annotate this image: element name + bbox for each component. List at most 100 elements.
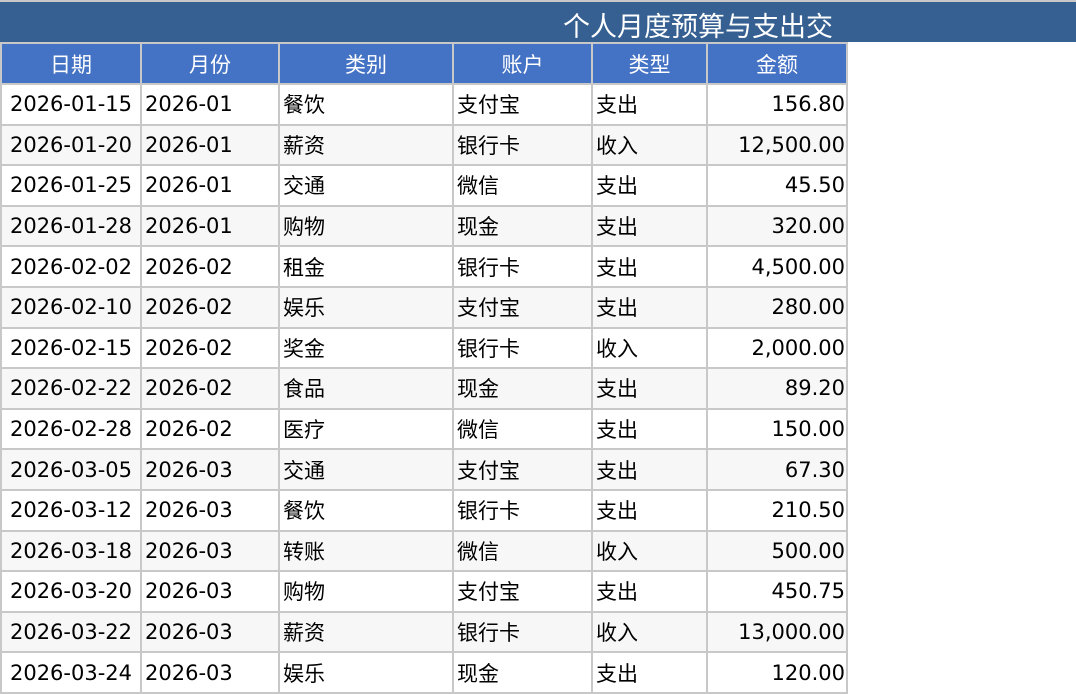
cell-category[interactable]: 薪资: [278, 610, 454, 654]
cell-amount[interactable]: 12,500.00: [706, 123, 848, 167]
cell-type[interactable]: 支出: [591, 407, 708, 451]
cell-month[interactable]: 2026-03: [140, 488, 280, 532]
cell-category[interactable]: 医疗: [278, 407, 454, 451]
cell-category[interactable]: 交通: [278, 448, 454, 491]
cell-account[interactable]: 微信: [452, 407, 593, 451]
cell-amount[interactable]: 67.30: [706, 448, 848, 491]
cell-type[interactable]: 收入: [591, 610, 708, 654]
cell-month[interactable]: 2026-01: [140, 83, 280, 126]
cell-category[interactable]: 娱乐: [278, 651, 454, 694]
cell-category[interactable]: 餐饮: [278, 83, 454, 126]
cell-amount[interactable]: 450.75: [706, 570, 848, 613]
cell-month[interactable]: 2026-02: [140, 245, 280, 288]
cell-category[interactable]: 薪资: [278, 123, 454, 167]
cell-amount[interactable]: 89.20: [706, 367, 848, 410]
cell-date[interactable]: 2026-03-22: [0, 610, 142, 654]
cell-type[interactable]: 支出: [591, 285, 708, 329]
cell-account[interactable]: 银行卡: [452, 610, 593, 654]
cell-amount[interactable]: 150.00: [706, 407, 848, 451]
cell-type[interactable]: 支出: [591, 164, 708, 207]
cell-date[interactable]: 2026-03-18: [0, 529, 142, 573]
table-body: 2026-01-15 2026-01 餐饮 支付宝 支出 156.80 2026-01-20…: [0, 83, 848, 694]
cell-category[interactable]: 转账: [278, 529, 454, 573]
cell-month[interactable]: 2026-02: [140, 326, 280, 370]
cell-category[interactable]: 餐饮: [278, 488, 454, 532]
header-account[interactable]: 账户: [452, 42, 593, 85]
cell-amount[interactable]: 2,000.00: [706, 326, 848, 370]
cell-month[interactable]: 2026-02: [140, 285, 280, 329]
cell-account[interactable]: 现金: [452, 204, 593, 248]
cell-date[interactable]: 2026-02-22: [0, 367, 142, 410]
cell-type[interactable]: 支出: [591, 367, 708, 410]
cell-account[interactable]: 微信: [452, 529, 593, 573]
cell-type[interactable]: 支出: [591, 570, 708, 613]
cell-date[interactable]: 2026-01-15: [0, 83, 142, 126]
cell-category[interactable]: 娱乐: [278, 285, 454, 329]
cell-date[interactable]: 2026-01-25: [0, 164, 142, 207]
cell-account[interactable]: 支付宝: [452, 570, 593, 613]
cell-account[interactable]: 支付宝: [452, 448, 593, 491]
cell-category[interactable]: 食品: [278, 367, 454, 410]
cell-type[interactable]: 支出: [591, 488, 708, 532]
cell-month[interactable]: 2026-03: [140, 570, 280, 613]
cell-date[interactable]: 2026-03-20: [0, 570, 142, 613]
cell-month[interactable]: 2026-02: [140, 407, 280, 451]
cell-date[interactable]: 2026-03-12: [0, 488, 142, 532]
cell-category[interactable]: 交通: [278, 164, 454, 207]
cell-category[interactable]: 购物: [278, 204, 454, 248]
cell-month[interactable]: 2026-02: [140, 367, 280, 410]
cell-account[interactable]: 支付宝: [452, 285, 593, 329]
cell-account[interactable]: 银行卡: [452, 326, 593, 370]
cell-date[interactable]: 2026-02-10: [0, 285, 142, 329]
cell-month[interactable]: 2026-01: [140, 164, 280, 207]
cell-amount[interactable]: 210.50: [706, 488, 848, 532]
cell-amount[interactable]: 500.00: [706, 529, 848, 573]
cell-account[interactable]: 银行卡: [452, 245, 593, 288]
cell-amount[interactable]: 45.50: [706, 164, 848, 207]
cell-amount[interactable]: 4,500.00: [706, 245, 848, 288]
cell-type[interactable]: 收入: [591, 326, 708, 370]
cell-type[interactable]: 收入: [591, 123, 708, 167]
cell-type[interactable]: 支出: [591, 204, 708, 248]
cell-type[interactable]: 支出: [591, 83, 708, 126]
cell-type[interactable]: 支出: [591, 448, 708, 491]
header-category[interactable]: 类别: [278, 42, 454, 85]
cell-month[interactable]: 2026-03: [140, 529, 280, 573]
cell-category[interactable]: 租金: [278, 245, 454, 288]
cell-month[interactable]: 2026-03: [140, 651, 280, 694]
cell-amount[interactable]: 120.00: [706, 651, 848, 694]
cell-month[interactable]: 2026-03: [140, 448, 280, 491]
cell-type[interactable]: 支出: [591, 245, 708, 288]
cell-month[interactable]: 2026-01: [140, 204, 280, 248]
cell-date[interactable]: 2026-02-28: [0, 407, 142, 451]
cell-date[interactable]: 2026-03-05: [0, 448, 142, 491]
table-row: 2026-03-20 2026-03 购物 支付宝 支出 450.75: [0, 570, 848, 613]
cell-account[interactable]: 银行卡: [452, 123, 593, 167]
cell-month[interactable]: 2026-01: [140, 123, 280, 167]
cell-amount[interactable]: 156.80: [706, 83, 848, 126]
title-cell[interactable]: 个人月度预算与支出交: [0, 2, 845, 42]
cell-account[interactable]: 现金: [452, 367, 593, 410]
cell-date[interactable]: 2026-02-02: [0, 245, 142, 288]
cell-account[interactable]: 微信: [452, 164, 593, 207]
cell-amount[interactable]: 280.00: [706, 285, 848, 329]
header-type[interactable]: 类型: [591, 42, 708, 85]
cell-account[interactable]: 现金: [452, 651, 593, 694]
table-row: 2026-02-28 2026-02 医疗 微信 支出 150.00: [0, 407, 848, 451]
cell-month[interactable]: 2026-03: [140, 610, 280, 654]
header-amount[interactable]: 金额: [706, 42, 848, 85]
cell-date[interactable]: 2026-02-15: [0, 326, 142, 370]
cell-date[interactable]: 2026-01-20: [0, 123, 142, 167]
header-month[interactable]: 月份: [140, 42, 280, 85]
cell-account[interactable]: 银行卡: [452, 488, 593, 532]
cell-date[interactable]: 2026-03-24: [0, 651, 142, 694]
header-date[interactable]: 日期: [0, 42, 142, 85]
cell-account[interactable]: 支付宝: [452, 83, 593, 126]
cell-category[interactable]: 奖金: [278, 326, 454, 370]
cell-amount[interactable]: 320.00: [706, 204, 848, 248]
cell-type[interactable]: 支出: [591, 651, 708, 694]
cell-amount[interactable]: 13,000.00: [706, 610, 848, 654]
cell-category[interactable]: 购物: [278, 570, 454, 613]
cell-date[interactable]: 2026-01-28: [0, 204, 142, 248]
cell-type[interactable]: 收入: [591, 529, 708, 573]
